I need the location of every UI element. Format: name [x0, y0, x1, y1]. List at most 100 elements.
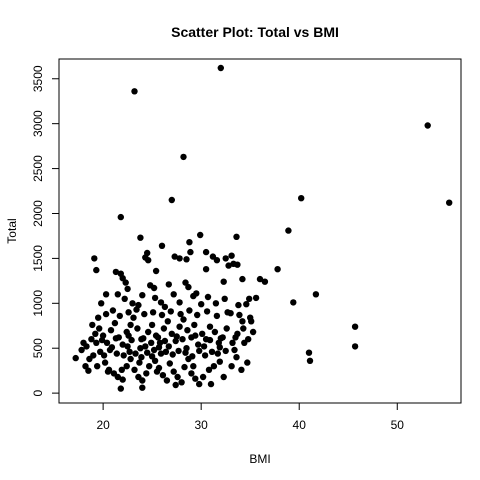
data-point: [145, 328, 152, 336]
data-point: [162, 348, 170, 355]
data-point: [161, 303, 169, 311]
data-point: [216, 344, 223, 351]
data-point: [192, 375, 199, 382]
data-point: [176, 323, 183, 330]
data-point: [221, 295, 228, 302]
data-point: [176, 255, 183, 262]
data-point: [102, 291, 110, 298]
data-point: [243, 301, 250, 308]
data-point: [168, 330, 175, 337]
x-tick-label: 20: [96, 418, 110, 432]
data-point: [186, 307, 193, 314]
data-point: [203, 308, 211, 315]
data-point: [170, 291, 177, 298]
data-point: [129, 300, 136, 307]
data-point: [119, 376, 126, 383]
data-point: [111, 319, 119, 327]
data-point: [234, 261, 241, 268]
y-axis: 0 500 1000 1500 2000 2500 3000 3500: [31, 65, 60, 396]
data-point: [239, 275, 246, 283]
data-point: [183, 345, 190, 352]
data-point: [151, 357, 159, 364]
data-point: [150, 346, 158, 354]
data-point: [139, 384, 146, 391]
data-point: [134, 325, 141, 332]
data-point: [147, 282, 154, 289]
data-point: [78, 346, 85, 354]
data-point: [114, 291, 122, 298]
data-point: [222, 255, 229, 262]
data-point: [165, 281, 172, 288]
data-point: [153, 368, 161, 375]
data-point: [142, 343, 149, 350]
data-point: [198, 301, 205, 308]
data-point: [235, 301, 242, 309]
data-point: [108, 344, 116, 351]
data-point: [206, 323, 214, 330]
data-point: [192, 332, 199, 339]
y-tick-label: 0: [31, 389, 45, 396]
data-point: [178, 379, 185, 386]
data-point: [119, 341, 126, 348]
data-point: [199, 330, 206, 337]
data-point: [179, 336, 186, 343]
data-point: [201, 352, 209, 359]
data-point: [274, 266, 281, 273]
data-point: [233, 233, 240, 240]
data-point: [132, 350, 139, 357]
data-point: [85, 367, 92, 374]
data-point: [114, 373, 122, 381]
x-tick-label: 50: [391, 418, 405, 432]
data-point: [180, 316, 187, 323]
data-point: [157, 299, 165, 306]
data-point: [312, 291, 320, 298]
data-point: [446, 199, 453, 206]
data-point: [113, 350, 121, 357]
data-point: [213, 312, 221, 320]
data-point: [174, 373, 181, 381]
data-point: [149, 309, 157, 316]
data-point: [127, 321, 134, 329]
data-point: [102, 310, 110, 318]
data-point: [224, 309, 231, 316]
x-tick-label: 40: [293, 418, 307, 432]
data-point: [197, 231, 204, 239]
data-point: [256, 275, 264, 283]
data-point: [161, 337, 169, 345]
data-point: [144, 249, 151, 257]
data-point: [205, 366, 213, 373]
data-point: [91, 255, 98, 262]
data-point: [188, 370, 195, 377]
data-point: [130, 314, 137, 321]
data-point: [202, 266, 210, 273]
data-point: [351, 343, 359, 350]
data-point: [195, 341, 202, 348]
data-point: [244, 359, 251, 366]
data-point: [196, 347, 203, 355]
data-point: [86, 355, 93, 363]
data-point: [229, 339, 236, 346]
data-point: [143, 370, 150, 377]
data-point: [136, 359, 143, 366]
data-point: [175, 347, 182, 355]
data-point: [92, 330, 99, 337]
data-point: [148, 339, 155, 346]
data-point: [163, 377, 171, 384]
data-point: [194, 311, 201, 319]
data-point: [95, 314, 102, 321]
data-point: [152, 267, 160, 275]
data-point: [137, 345, 144, 352]
data-point: [169, 351, 176, 358]
y-axis-label: Total: [5, 218, 19, 243]
data-point: [187, 248, 194, 256]
data-point: [228, 252, 235, 259]
data-point: [176, 299, 183, 306]
data-point: [202, 248, 210, 256]
data-point: [103, 339, 111, 346]
chart-title: Scatter Plot: Total vs BMI: [171, 24, 339, 40]
data-point: [100, 352, 108, 359]
data-point: [133, 306, 140, 313]
data-point: [148, 321, 156, 329]
data-point: [148, 353, 156, 360]
